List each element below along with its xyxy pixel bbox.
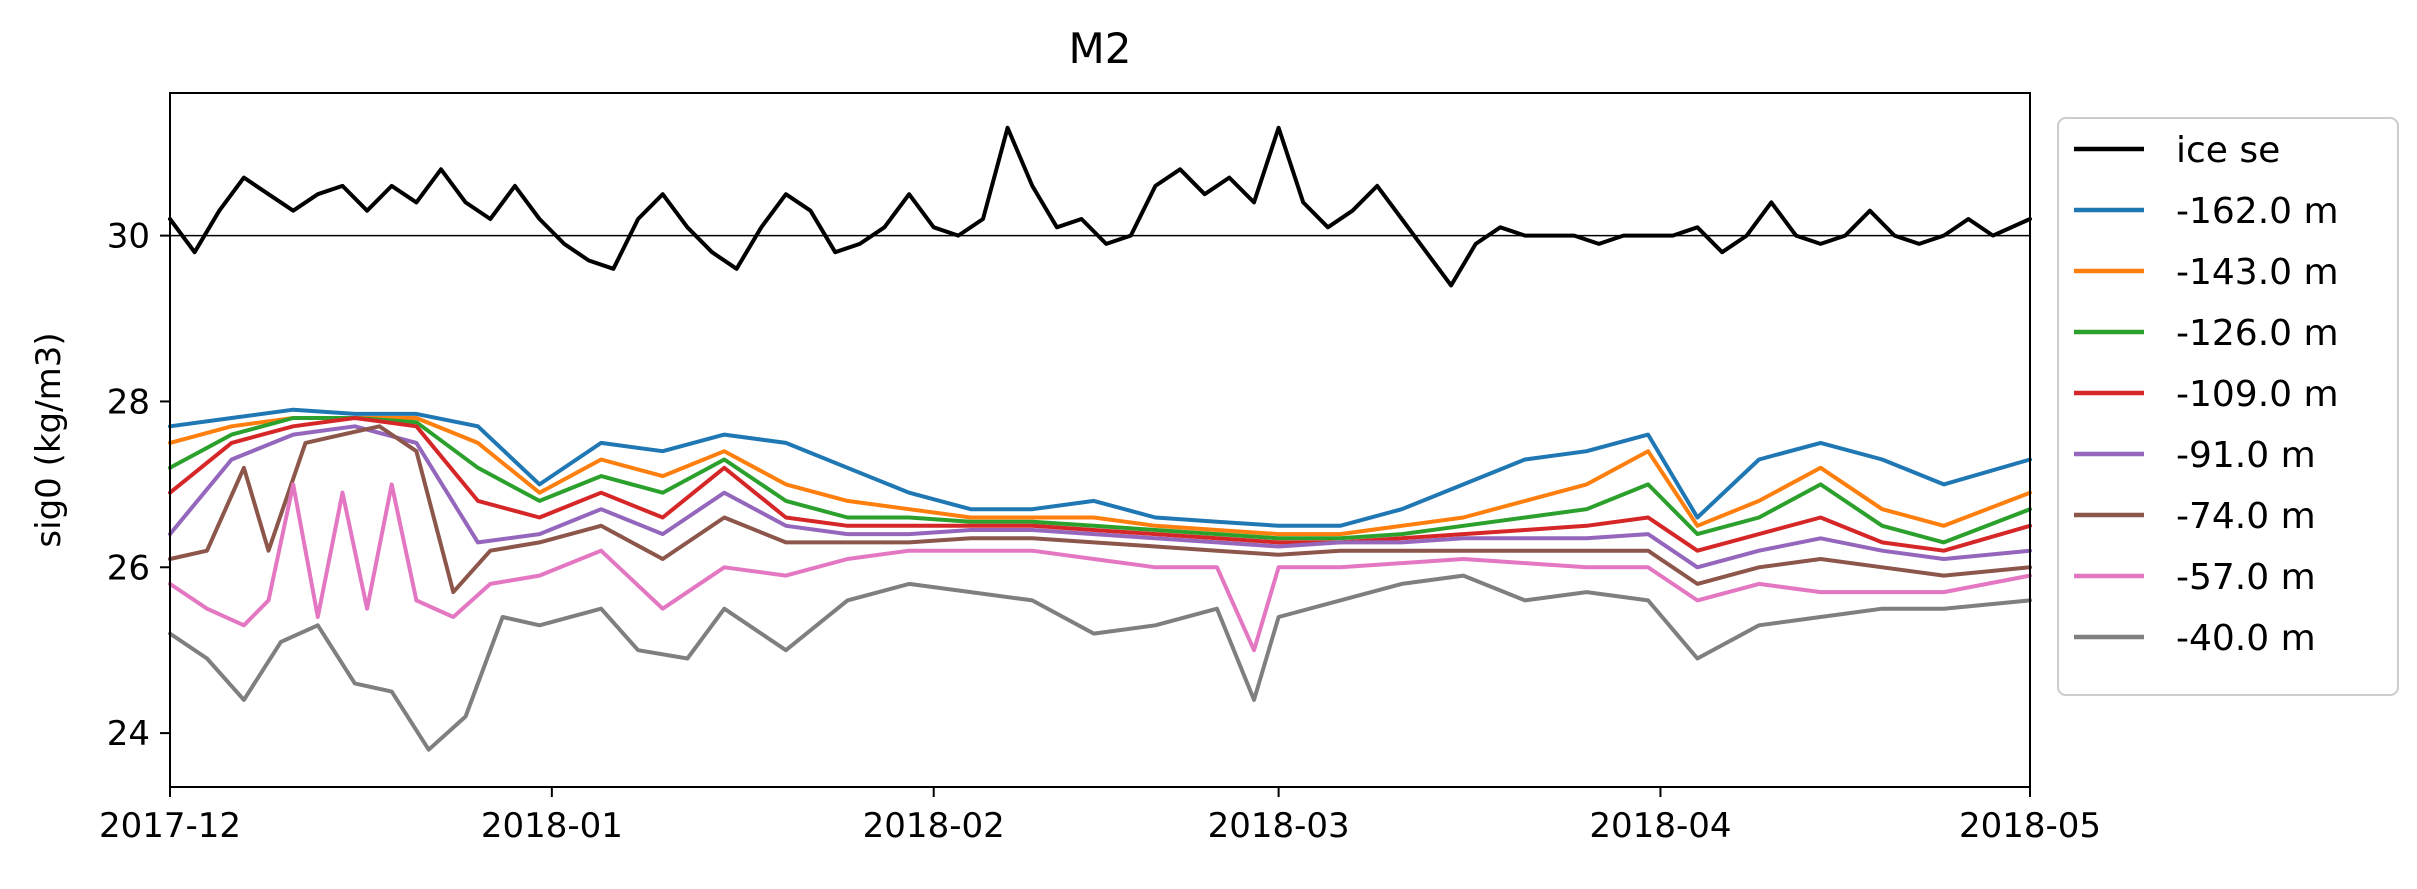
y-tick-label-3: 30: [107, 217, 150, 257]
y-tick-label-2: 28: [107, 382, 150, 422]
series-line-5: [168, 424, 2032, 570]
legend-label-7: -57.0 m: [2176, 557, 2316, 598]
legend-label-0: ice se: [2176, 130, 2280, 171]
legend-label-5: -91.0 m: [2176, 435, 2316, 476]
legend-label-4: -109.0 m: [2176, 374, 2339, 415]
x-tick-label-0: 2017-12: [99, 806, 241, 846]
x-tick-label-1: 2018-01: [481, 806, 623, 846]
series-line-1: [168, 407, 2032, 528]
y-tick-label-1: 26: [107, 548, 150, 588]
series-line-7: [168, 482, 2032, 653]
legend-label-3: -126.0 m: [2176, 313, 2339, 354]
legend-label-1: -162.0 m: [2176, 191, 2339, 232]
chart-title: M2: [1069, 24, 1132, 73]
legend-label-8: -40.0 m: [2176, 618, 2316, 659]
series-line-6: [168, 424, 2032, 595]
y-tick-label-0: 24: [107, 714, 150, 754]
x-tick-label-5: 2018-05: [1959, 806, 2101, 846]
series-line-8: [168, 573, 2032, 752]
series-line-3: [168, 416, 2032, 545]
x-tick-label-4: 2018-04: [1589, 806, 1731, 846]
plot-area: 2017-12 2018-01 2018-02 2018-03 2018-04 2018-…: [99, 92, 2101, 846]
series-line-4: [168, 416, 2032, 553]
plot-frame: [169, 92, 2031, 788]
legend-label-6: -74.0 m: [2176, 496, 2316, 537]
series-line-0: [168, 125, 2032, 288]
legend-label-2: -143.0 m: [2176, 252, 2339, 293]
y-axis-label: sig0 (kg/m3): [29, 332, 69, 547]
x-tick-label-2: 2018-02: [863, 806, 1005, 846]
x-tick-label-3: 2018-03: [1208, 806, 1350, 846]
legend: ice se -162.0 m -143.0 m -126.0 m -109.0 m -9…: [2057, 117, 2399, 696]
series-line-2: [168, 416, 2032, 537]
legend-box: [2057, 117, 2399, 696]
